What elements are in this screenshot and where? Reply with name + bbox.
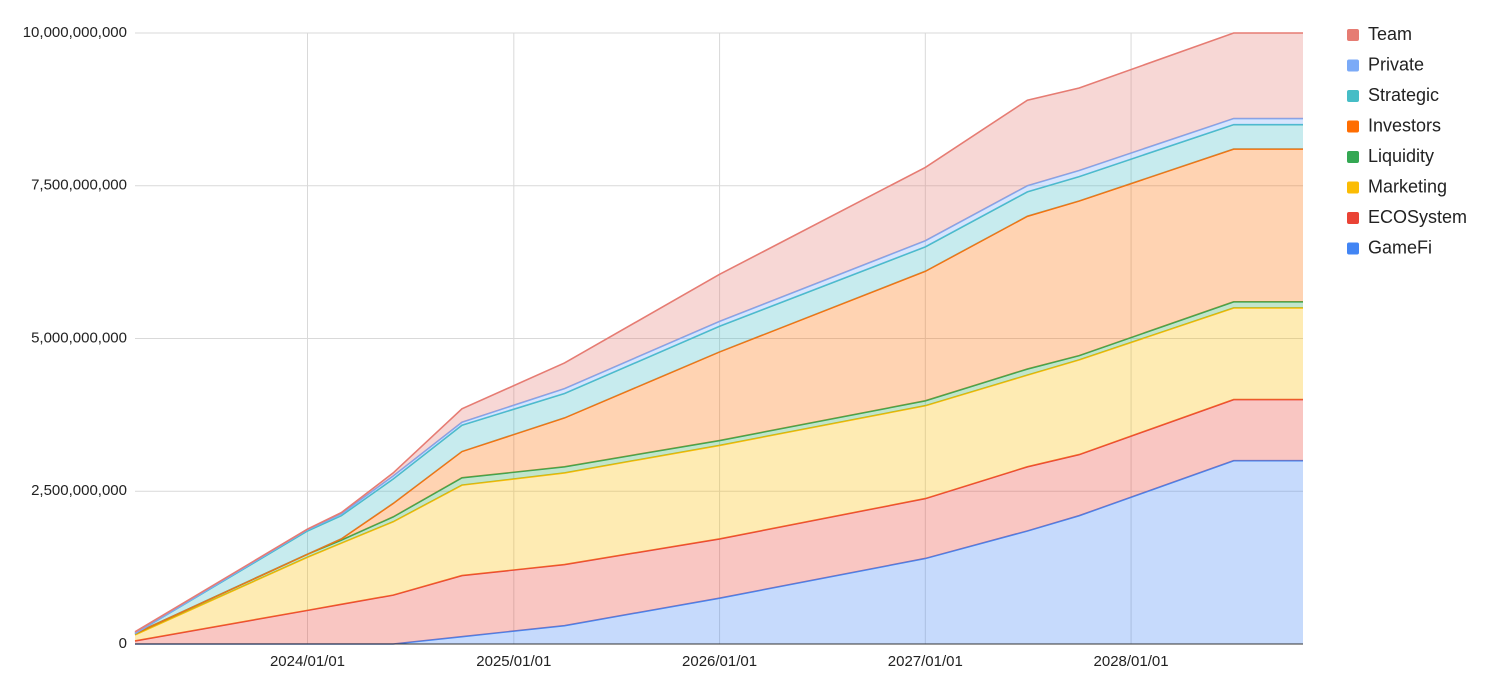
legend-label: Marketing: [1368, 176, 1447, 196]
x-tick-label: 2025/01/01: [476, 653, 551, 670]
legend-swatch: [1347, 29, 1359, 41]
area-line: [134, 301, 1303, 635]
legend-swatch: [1347, 212, 1359, 224]
x-tick-label: 2028/01/01: [1094, 653, 1169, 670]
area-fill: [135, 460, 1303, 644]
area-line: [134, 32, 1303, 633]
legend-label: Team: [1368, 24, 1412, 44]
area-fill: [135, 149, 1303, 634]
y-tick-label: 2,500,000,000: [31, 482, 127, 499]
x-tick-label: 2024/01/01: [270, 653, 345, 670]
x-tick-label: 2026/01/01: [682, 653, 757, 670]
area-fill: [135, 33, 1303, 634]
legend-swatch: [1347, 120, 1359, 133]
x-tick-label: 2027/01/01: [888, 653, 963, 670]
area-fill: [135, 307, 1303, 641]
legend-label: Private: [1368, 54, 1424, 74]
legend-swatch: [1347, 181, 1359, 194]
area-fill: [135, 399, 1303, 644]
legend-label: Investors: [1368, 115, 1441, 135]
legend-swatch: [1347, 151, 1359, 163]
area-line: [134, 307, 1303, 636]
y-tick-label: 10,000,000,000: [23, 24, 127, 41]
area-line: [134, 148, 1303, 635]
legend-label: ECOSystem: [1368, 207, 1467, 227]
y-tick-label: 7,500,000,000: [31, 177, 127, 194]
legend-label: GameFi: [1368, 237, 1432, 257]
grid: [135, 32, 1303, 645]
legend-label: Liquidity: [1368, 146, 1434, 166]
legend-swatch: [1347, 59, 1359, 72]
area-line: [134, 398, 1303, 642]
area-line: [134, 123, 1303, 635]
y-tick-label: 5,000,000,000: [31, 329, 127, 346]
legend-swatch: [1347, 90, 1359, 102]
area-line: [134, 117, 1303, 635]
legend-label: Strategic: [1368, 85, 1439, 105]
y-tick-label: 0: [119, 635, 127, 652]
legend-swatch: [1347, 242, 1359, 255]
